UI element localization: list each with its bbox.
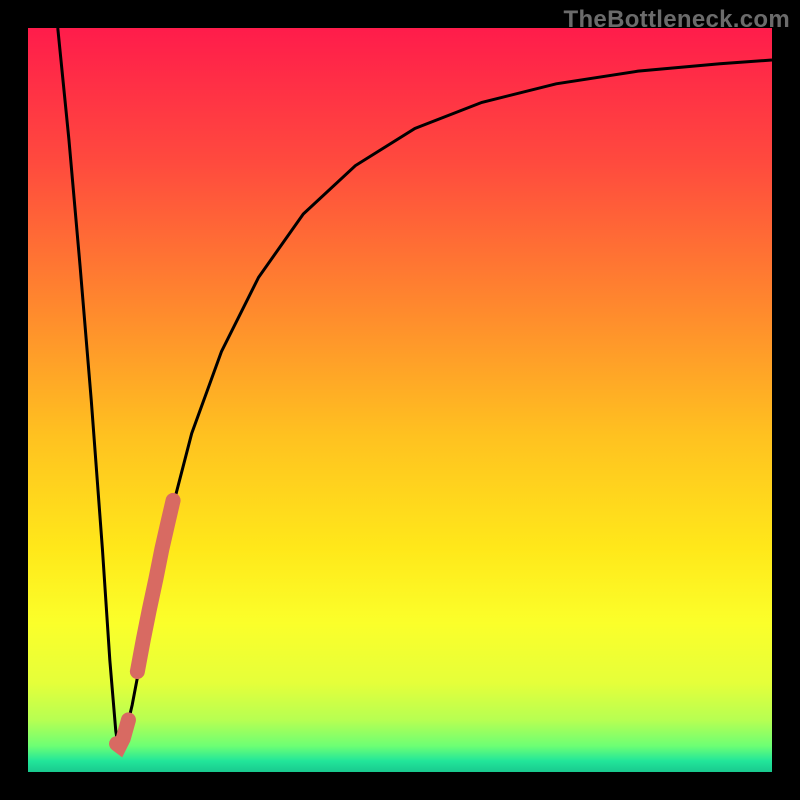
- watermark-text: TheBottleneck.com: [564, 6, 790, 33]
- plot-svg: [28, 28, 772, 772]
- highlight-minimum-dot: [117, 720, 129, 746]
- highlight-segment: [137, 500, 173, 671]
- plot-frame: [28, 28, 772, 772]
- bottleneck-curve: [58, 28, 772, 750]
- watermark: TheBottleneck.com: [0, 0, 800, 34]
